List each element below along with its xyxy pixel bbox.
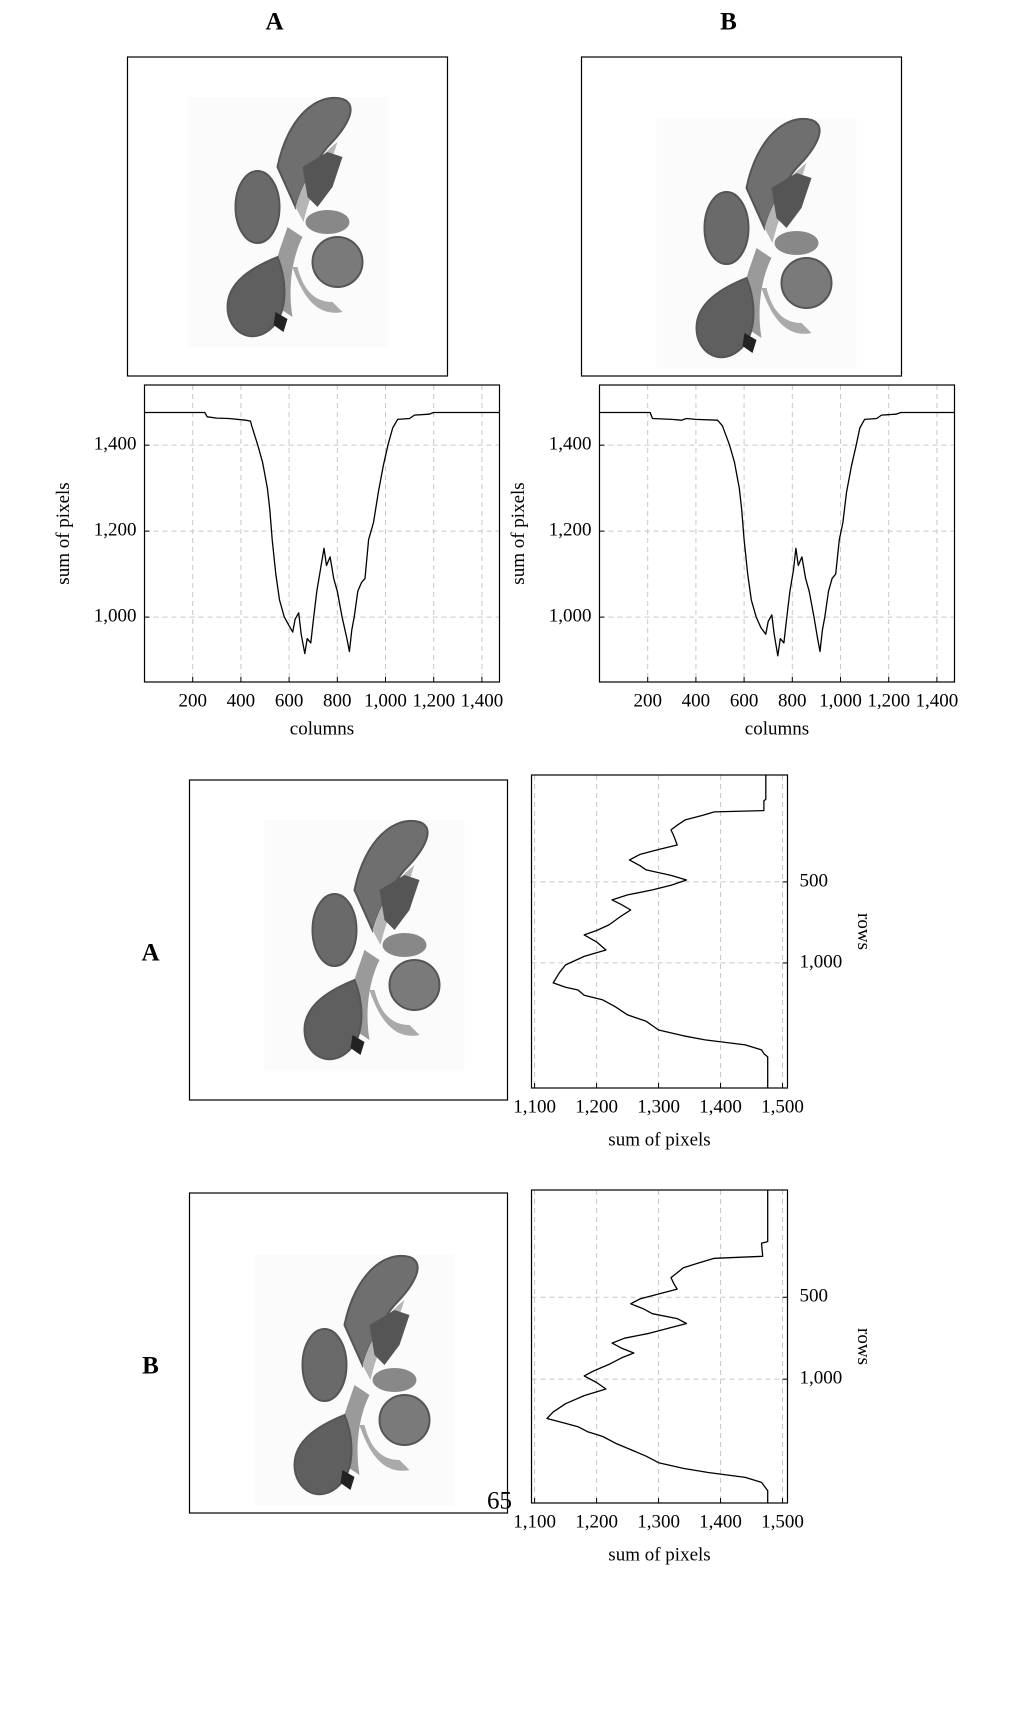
- y-tick-label: 1,400: [94, 434, 137, 455]
- x-tick-label: 600: [730, 690, 759, 711]
- tissue-image: [186, 96, 389, 348]
- x-tick-label: 1,400: [699, 1096, 742, 1117]
- tissue-image: [263, 819, 466, 1071]
- y-tick-label: 1,200: [549, 519, 592, 540]
- profile-line: [552, 775, 769, 1088]
- y-tick-label: 1,000: [94, 605, 137, 626]
- y-tick-label: 1,000: [800, 951, 843, 972]
- x-tick-label: 1,400: [461, 690, 504, 711]
- panel-label: A: [141, 940, 159, 967]
- y-axis-label: sum of pixels: [53, 482, 74, 584]
- x-axis-label: columns: [745, 718, 809, 739]
- profile-line: [546, 1190, 769, 1503]
- y-axis-label: sum of pixels: [508, 482, 529, 584]
- x-axis-label: columns: [290, 718, 354, 739]
- x-axis-label: sum of pixels: [608, 1129, 710, 1150]
- page-number: 65: [487, 1488, 512, 1515]
- x-tick-label: 1,400: [916, 690, 959, 711]
- x-tick-label: 1,300: [637, 1096, 680, 1117]
- x-tick-label: 1,300: [637, 1511, 680, 1532]
- y-tick-label: 1,400: [549, 434, 592, 455]
- x-tick-label: 1,500: [761, 1096, 804, 1117]
- x-tick-label: 600: [275, 690, 304, 711]
- x-tick-label: 200: [633, 690, 662, 711]
- x-tick-label: 1,500: [761, 1511, 804, 1532]
- x-tick-label: 400: [682, 690, 711, 711]
- y-axis-label: rows: [853, 913, 874, 950]
- plot-frame: [598, 384, 956, 683]
- x-tick-label: 800: [323, 690, 352, 711]
- plot-frame: [143, 384, 501, 683]
- x-axis-label: sum of pixels: [608, 1544, 710, 1565]
- x-tick-label: 1,100: [513, 1511, 556, 1532]
- profile-line: [599, 411, 955, 657]
- panel-label: B: [720, 9, 737, 36]
- panel-label: A: [265, 9, 283, 36]
- y-axis-label: rows: [853, 1328, 874, 1365]
- x-tick-label: 1,000: [364, 690, 407, 711]
- y-tick-label: 500: [800, 870, 829, 891]
- x-tick-label: 800: [778, 690, 807, 711]
- x-tick-label: 1,100: [513, 1096, 556, 1117]
- panel-label: B: [142, 1353, 159, 1380]
- x-tick-label: 400: [227, 690, 256, 711]
- x-tick-label: 200: [178, 690, 207, 711]
- x-tick-label: 1,200: [867, 690, 910, 711]
- tissue-image: [253, 1254, 456, 1506]
- y-tick-label: 1,000: [800, 1368, 843, 1389]
- plot-frame: [530, 774, 789, 1089]
- tissue-image: [655, 117, 858, 369]
- x-tick-label: 1,200: [575, 1096, 618, 1117]
- plot-frame: [530, 1189, 789, 1504]
- x-tick-label: 1,200: [412, 690, 455, 711]
- y-tick-label: 500: [800, 1286, 829, 1307]
- y-tick-label: 1,000: [549, 605, 592, 626]
- profile-line: [144, 411, 500, 655]
- x-tick-label: 1,000: [819, 690, 862, 711]
- y-tick-label: 1,200: [94, 519, 137, 540]
- x-tick-label: 1,200: [575, 1511, 618, 1532]
- x-tick-label: 1,400: [699, 1511, 742, 1532]
